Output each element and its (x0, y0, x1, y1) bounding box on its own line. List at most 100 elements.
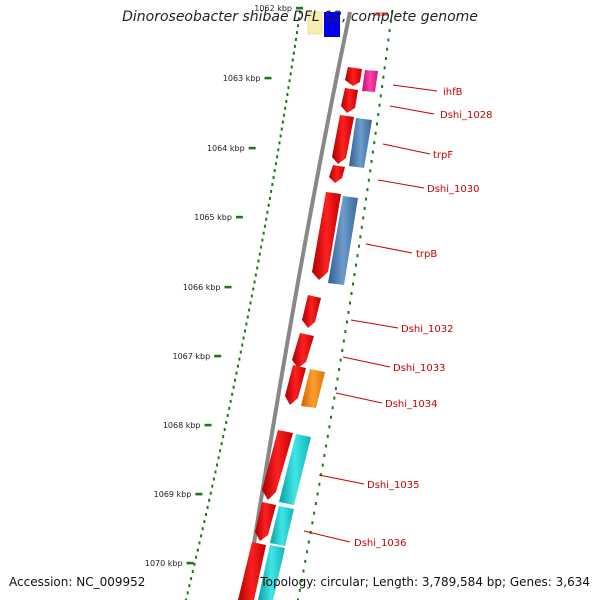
gene-label-ihfB: ihfB (443, 87, 463, 98)
outer-ring-dot (367, 178, 370, 182)
outer-ring-dot (304, 559, 307, 563)
kbp-tick-label: 1064 kbp (207, 144, 245, 153)
inner-ring-dot (242, 336, 245, 340)
inner-dotted-ring (185, 10, 301, 600)
inner-ring-dot (271, 182, 274, 186)
kbp-tick-label: 1062 kbp (254, 4, 292, 13)
inner-ring-dot (272, 176, 275, 180)
inner-ring-dot (294, 37, 297, 41)
outer-ring-dot (323, 454, 326, 458)
outer-ring-dot (387, 38, 390, 42)
cds-Dshi_1036 (270, 506, 294, 546)
outer-ring-dot (306, 550, 309, 554)
inner-ring-dot (266, 210, 269, 214)
gene-label-Dshi_1033: Dshi_1033 (393, 363, 445, 374)
gene-arrow-ihfB (345, 67, 362, 86)
inner-ring-dot (229, 399, 232, 403)
outer-ring-dot (356, 254, 359, 258)
cds-Dshi_1034 (301, 369, 325, 408)
inner-ring-dot (291, 58, 294, 62)
inner-ring-dot (293, 44, 296, 48)
gene-arrow-trpF (332, 115, 354, 164)
outer-ring-dot (369, 169, 372, 173)
kbp-tick-mark (186, 561, 194, 565)
inner-ring-dot (288, 79, 291, 83)
inner-ring-dot (234, 378, 237, 382)
inner-ring-dot (203, 520, 206, 524)
inner-ring-dot (263, 224, 266, 228)
outer-ring-dot (353, 273, 356, 277)
inner-ring-dot (212, 477, 215, 481)
outer-ring-dot (341, 348, 344, 352)
gene-arrow-next-1 (238, 542, 266, 600)
outer-ring-dot (314, 502, 317, 506)
gene-arrow-Dshi_1036 (255, 502, 276, 541)
inner-ring-dot (254, 273, 257, 277)
outer-ring-dot (374, 131, 377, 135)
inner-ring-dot (219, 449, 222, 453)
outer-ring-dot (342, 339, 345, 343)
inner-ring-dot (226, 413, 229, 417)
inner-ring-dot (299, 10, 301, 14)
gene-label-Dshi_1030: Dshi_1030 (427, 184, 479, 195)
outer-ring-dot (371, 150, 374, 154)
inner-ring-dot (286, 93, 289, 97)
inner-ring-dot (273, 169, 276, 173)
outer-ring-dot (377, 113, 380, 117)
outer-ring-dot (388, 29, 391, 33)
inner-ring-dot (223, 428, 226, 432)
outer-ring-dot (375, 122, 378, 126)
inner-ring-dot (214, 470, 217, 474)
outer-ring-dot (391, 10, 393, 14)
inner-ring-dot (297, 17, 300, 21)
outer-ring-dot (383, 66, 386, 70)
inner-ring-dot (250, 294, 253, 298)
outer-ring-dot (330, 415, 333, 419)
outer-ring-dot (352, 282, 355, 286)
cds-trpB (328, 196, 358, 285)
gene-arrow-Dshi_1035 (262, 430, 293, 500)
kbp-tick-mark (296, 6, 303, 10)
kbp-tick-mark (204, 423, 212, 427)
inner-ring-dot (277, 148, 280, 152)
outer-ring-dot (354, 263, 357, 267)
outer-ring-dot (313, 511, 316, 515)
inner-ring-dot (236, 364, 239, 368)
cds-ihfB (362, 70, 378, 92)
inner-ring-dot (256, 266, 259, 270)
inner-ring-dot (280, 127, 283, 131)
inner-ring-dot (253, 280, 256, 284)
gene-label-Dshi_1028: Dshi_1028 (440, 110, 492, 121)
outer-ring-dot (316, 492, 319, 496)
outer-ring-dot (331, 406, 334, 410)
outer-ring-dot (339, 358, 342, 362)
gene-labels: ihfB Dshi_1028 trpF Dshi_1030 trpB Dshi_1032 D… (354, 87, 492, 549)
kbp-tick-label: 1067 kbp (172, 352, 210, 361)
kbp-tick-label: 1070 kbp (145, 559, 183, 568)
gene-arrows (238, 67, 378, 600)
outer-ring-dot (365, 197, 368, 201)
outer-ring-dot (297, 598, 299, 600)
kbp-tick-label: 1069 kbp (154, 490, 192, 499)
inner-ring-dot (252, 287, 255, 291)
gene-arrow-Dshi_1028 (341, 88, 358, 113)
inner-ring-dot (241, 343, 244, 347)
outer-ring-dot (378, 103, 381, 107)
outer-dotted-ring (297, 10, 393, 600)
inner-ring-dot (196, 548, 199, 552)
outer-ring-dot (350, 292, 353, 296)
inner-ring-dot (258, 252, 261, 256)
outer-ring-dot (325, 444, 328, 448)
inner-ring-dot (245, 322, 248, 326)
outer-ring-dot (321, 463, 324, 467)
inner-ring-dot (276, 155, 279, 159)
outer-ring-dot (336, 377, 339, 381)
gene-label-Dshi_1034: Dshi_1034 (385, 399, 437, 410)
inner-ring-dot (201, 527, 204, 531)
inner-ring-dot (278, 141, 281, 145)
inner-ring-dot (260, 245, 263, 249)
inner-ring-dot (239, 350, 242, 354)
inner-ring-dot (228, 406, 231, 410)
tick-labels: 1062 kbp 1063 kbp 1064 kbp 1065 kbp 1066 kbp… (145, 4, 292, 568)
